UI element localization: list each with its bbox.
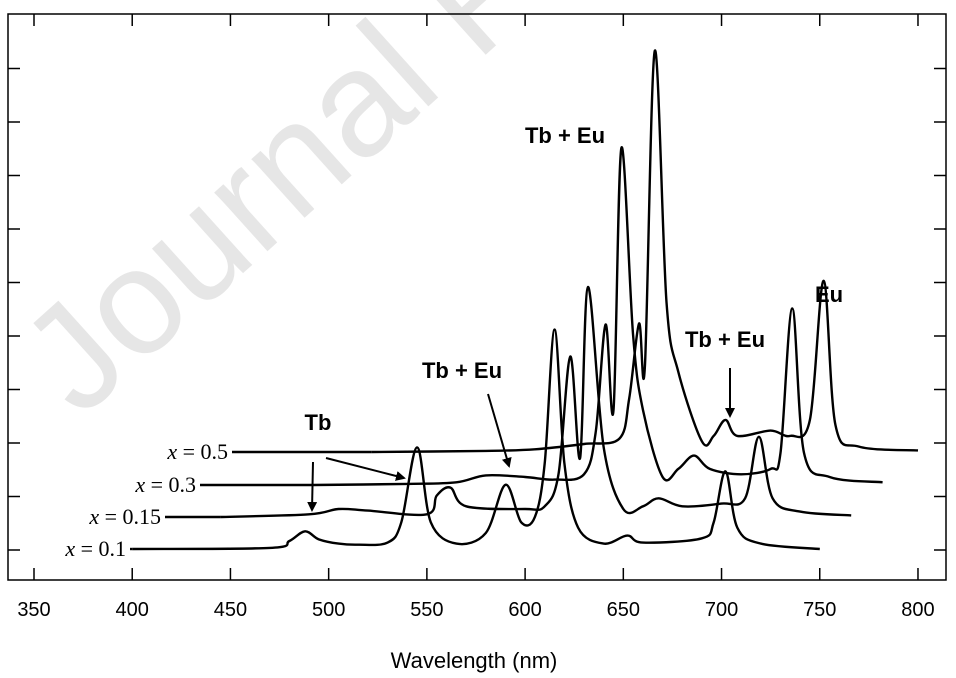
series-line-1 xyxy=(132,328,820,551)
annotation-label: Tb xyxy=(305,410,332,435)
x-tick-label: 750 xyxy=(803,599,836,621)
x-tick-label: 350 xyxy=(17,599,50,621)
x-tick-label: 800 xyxy=(901,599,934,621)
annotation-arrow xyxy=(307,461,318,512)
x-tick-label: 600 xyxy=(508,599,541,621)
plot-frame xyxy=(7,13,947,581)
annotation-layer: Tb Tb + Eu Tb + Eu Tb + Eu Eu xyxy=(305,123,843,512)
series-line-4 xyxy=(371,49,919,454)
y-ticks xyxy=(8,67,946,551)
series-layer: x = 0.1 x = 0.15 x = 0.3 x = 0.5 xyxy=(64,49,919,561)
annotation-arrow xyxy=(487,393,512,468)
x-tick-label: 450 xyxy=(214,599,247,621)
x-axis-title: Wavelength (nm) xyxy=(391,648,558,673)
x-tick-label: 500 xyxy=(312,599,345,621)
annotation-label: Eu xyxy=(815,282,843,307)
series-line-3 xyxy=(312,146,883,487)
x-tick-label: 700 xyxy=(705,599,738,621)
series-line-2 xyxy=(220,285,852,519)
x-tick-label: 550 xyxy=(410,599,443,621)
series-label: x = 0.3 xyxy=(134,472,196,497)
annotation-label: Tb + Eu xyxy=(685,327,765,352)
x-tick-label: 400 xyxy=(116,599,149,621)
series-label: x = 0.5 xyxy=(166,439,228,464)
annotation-label: Tb + Eu xyxy=(422,358,502,383)
annotation-arrow xyxy=(325,457,406,481)
annotation-label: Tb + Eu xyxy=(525,123,605,148)
x-tick-label: 650 xyxy=(607,599,640,621)
series-label: x = 0.15 xyxy=(88,504,161,529)
series-label: x = 0.1 xyxy=(64,536,126,561)
x-axis-ticks: 350 400 450 500 550 600 650 700 750 800 xyxy=(17,14,935,621)
